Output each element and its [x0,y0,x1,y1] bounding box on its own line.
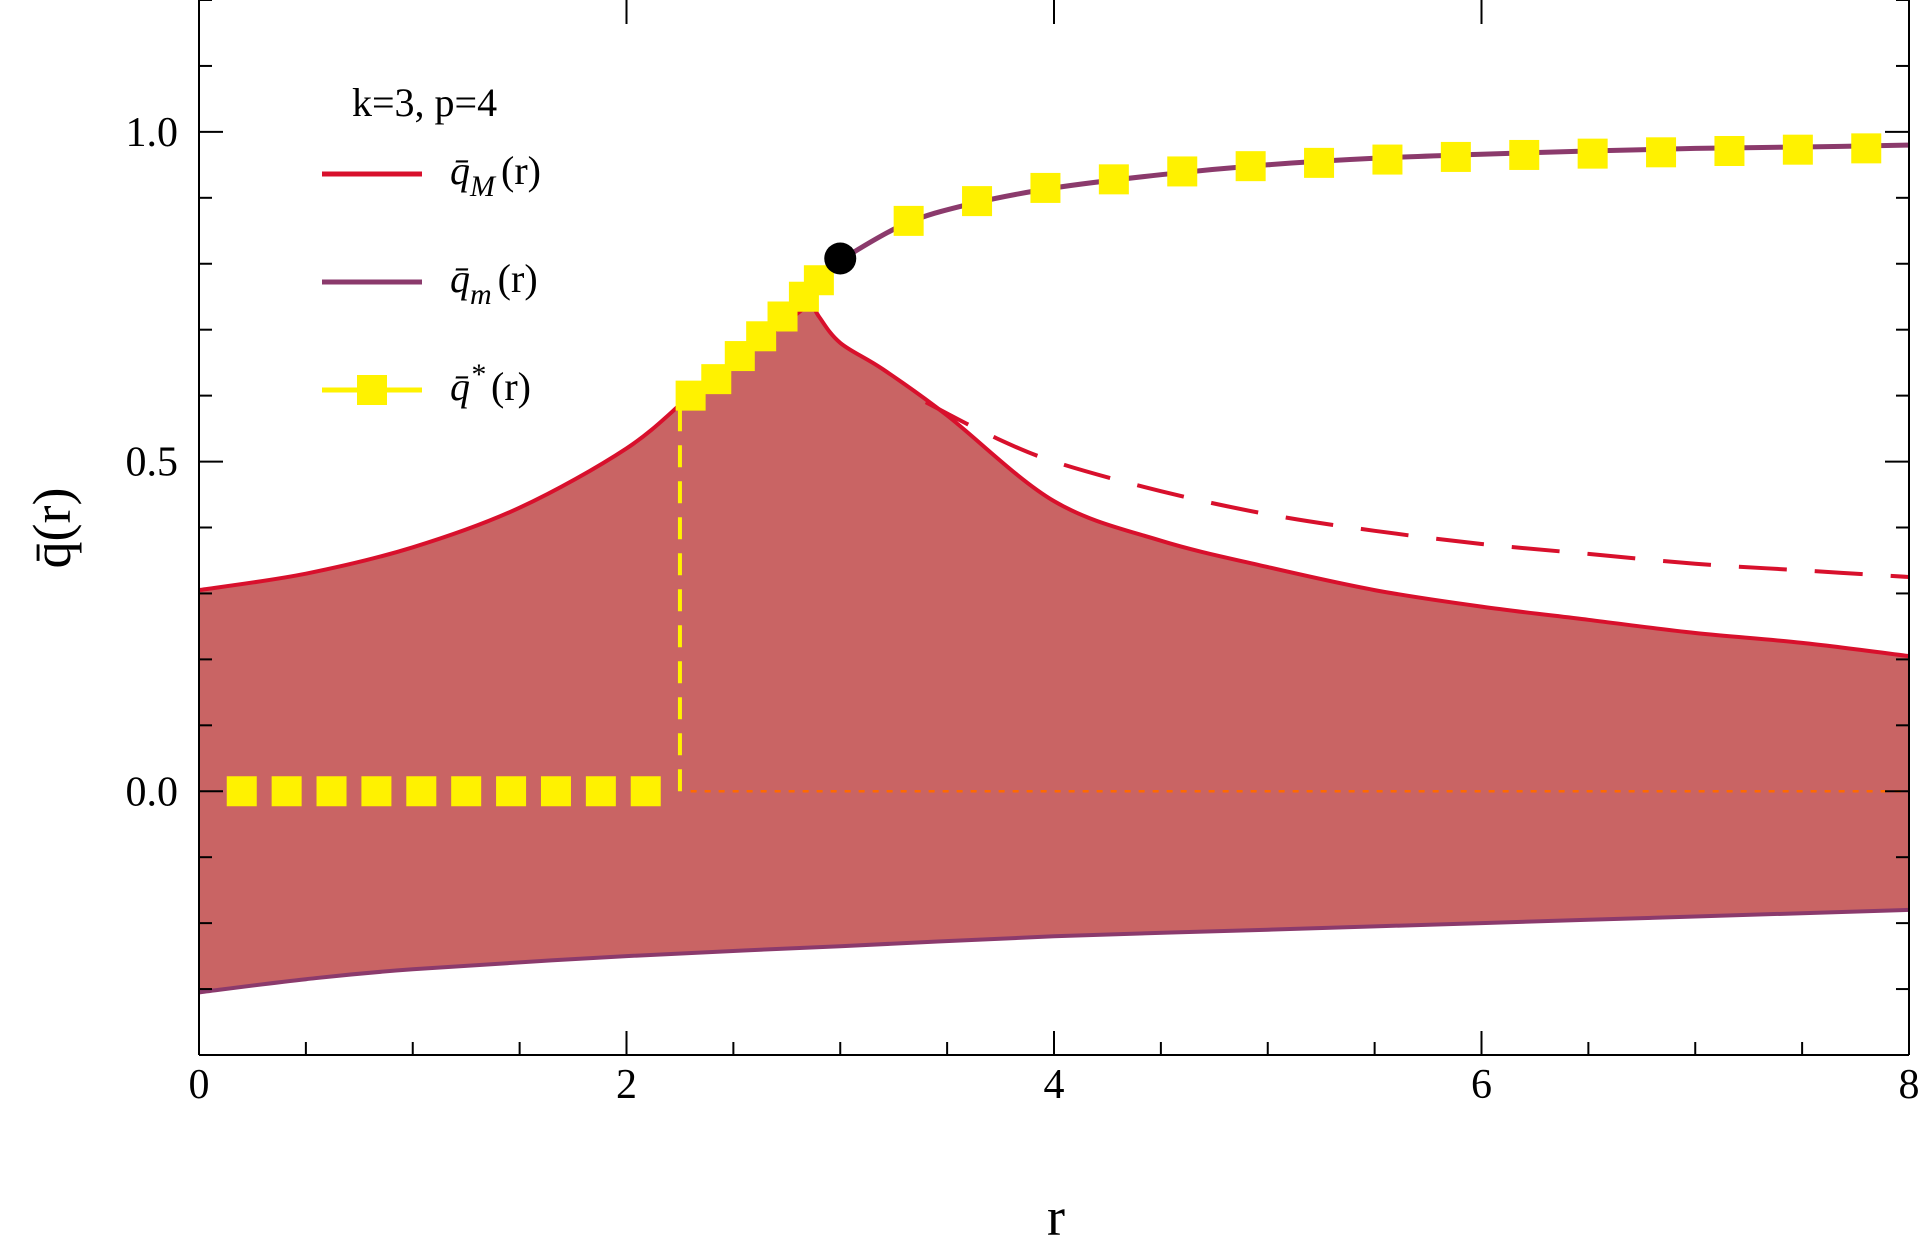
qstar-marker [361,776,392,807]
qM-upper-line [198,299,1910,659]
legend-item-qM: q̄M (r) [322,148,541,203]
legend-label: q̄m (r) [450,256,538,311]
stable-region-fill [199,301,1909,993]
x-tick-label: 4 [1044,1062,1065,1108]
legend-item-qstar: q̄* (r) [322,358,531,409]
x-tick-label: 6 [1471,1062,1492,1108]
axis-ticks: 0 2 4 6 8 0.0 0.5 1.0 [126,0,1920,1108]
qstar-marker [1440,141,1471,172]
qM-dashed-line [924,400,1910,579]
legend-item-qm: q̄m (r) [322,256,538,311]
qstar-marker [893,205,924,236]
qstar-marker [1235,151,1266,182]
qstar-marker [1167,156,1198,187]
qstar-marker [675,380,706,411]
qstar-marker [406,776,437,807]
qstar-marker [226,776,257,807]
x-tick-label: 8 [1899,1062,1920,1108]
annotation-label: k=3, p=4 [352,80,497,125]
x-axis-title: r [1047,1187,1065,1247]
qstar-marker [540,776,571,807]
legend-swatch-marker [357,375,387,405]
critical-point [824,242,857,275]
qstar-marker [1030,172,1061,203]
qstar-marker [803,265,834,296]
qstar-marker [1714,135,1745,166]
qstar-marker [496,776,527,807]
y-tick-label: 1.0 [126,110,179,156]
qstar-marker [1304,147,1335,178]
qstar-marker [1851,133,1882,164]
qstar-marker [1098,164,1129,195]
qstar-marker [1782,134,1813,165]
y-axis-title: q̄(r) [22,488,82,569]
x-tick-label: 2 [616,1062,637,1108]
qstar-marker [630,776,661,807]
qstar-marker [316,776,347,807]
qstar-markers [226,133,1882,807]
qstar-marker [1646,137,1677,168]
legend-label: q̄* (r) [450,358,531,409]
legend: q̄M (r) q̄m (r) q̄* (r) [322,148,541,409]
qstar-marker [1577,138,1608,169]
qstar-marker [271,776,302,807]
qstar-marker [585,776,616,807]
x-tick-label: 0 [189,1062,210,1108]
qstar-marker [1509,139,1540,170]
qstar-marker [962,186,993,217]
qstar-marker [1372,144,1403,175]
qstar-marker [451,776,482,807]
legend-label: q̄M (r) [450,148,541,203]
y-tick-label: 0.5 [126,440,179,486]
y-tick-label: 0.0 [126,769,179,815]
qm-lower-line [198,907,1910,995]
fill-region [199,301,1909,993]
